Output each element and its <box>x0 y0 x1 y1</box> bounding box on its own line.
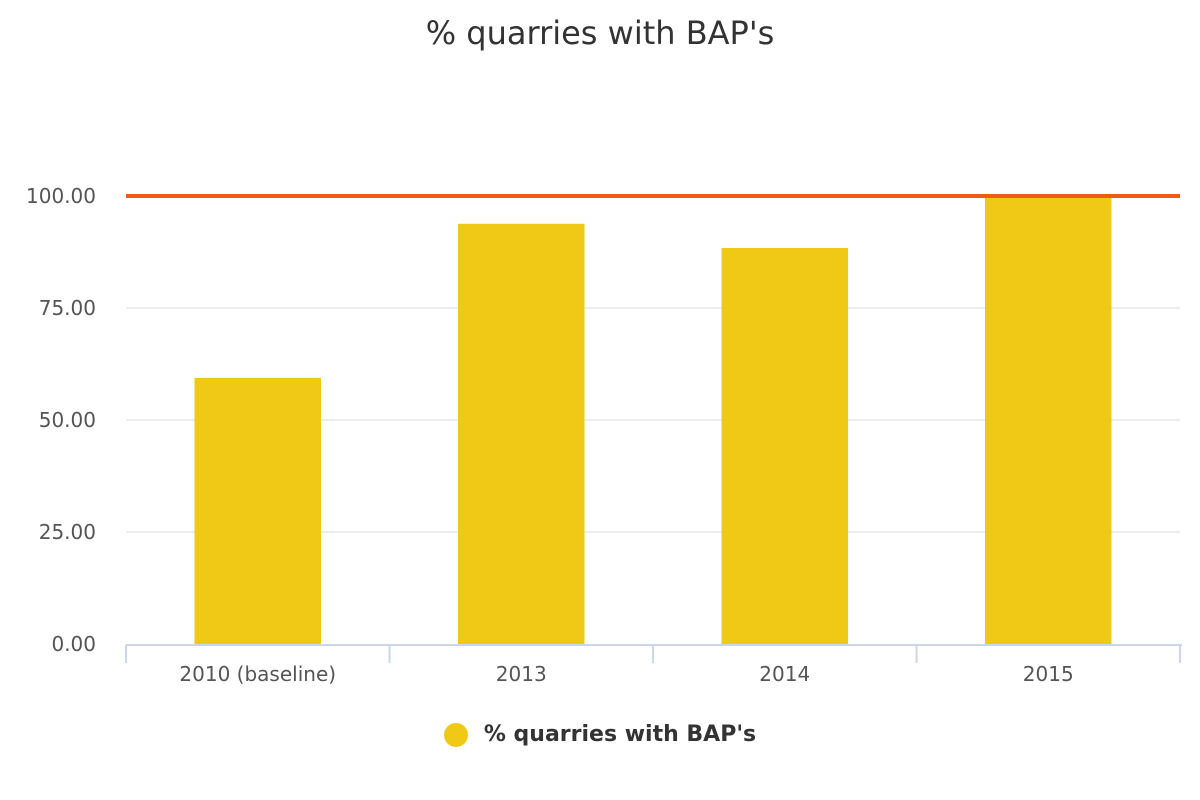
y-tick-label: 100.00 <box>26 184 96 208</box>
bar <box>458 223 585 644</box>
bar <box>721 247 848 644</box>
legend-marker-icon <box>443 722 468 747</box>
bar <box>985 196 1112 644</box>
y-tick-label: 50.00 <box>39 408 96 432</box>
legend-item[interactable]: % quarries with BAP's <box>443 722 757 747</box>
legend-label: % quarries with BAP's <box>483 722 757 747</box>
y-tick-label: 0.00 <box>51 632 96 656</box>
legend: % quarries with BAP's <box>0 722 1200 747</box>
x-tick-label: 2014 <box>759 662 810 686</box>
y-tick-label: 75.00 <box>39 296 96 320</box>
x-tick-label: 2015 <box>1023 662 1074 686</box>
bar <box>194 377 321 644</box>
y-tick-label: 25.00 <box>39 520 96 544</box>
x-tick-label: 2010 (baseline) <box>179 662 336 686</box>
chart-title: % quarries with BAP's <box>425 14 775 52</box>
x-tick-label: 2013 <box>496 662 547 686</box>
